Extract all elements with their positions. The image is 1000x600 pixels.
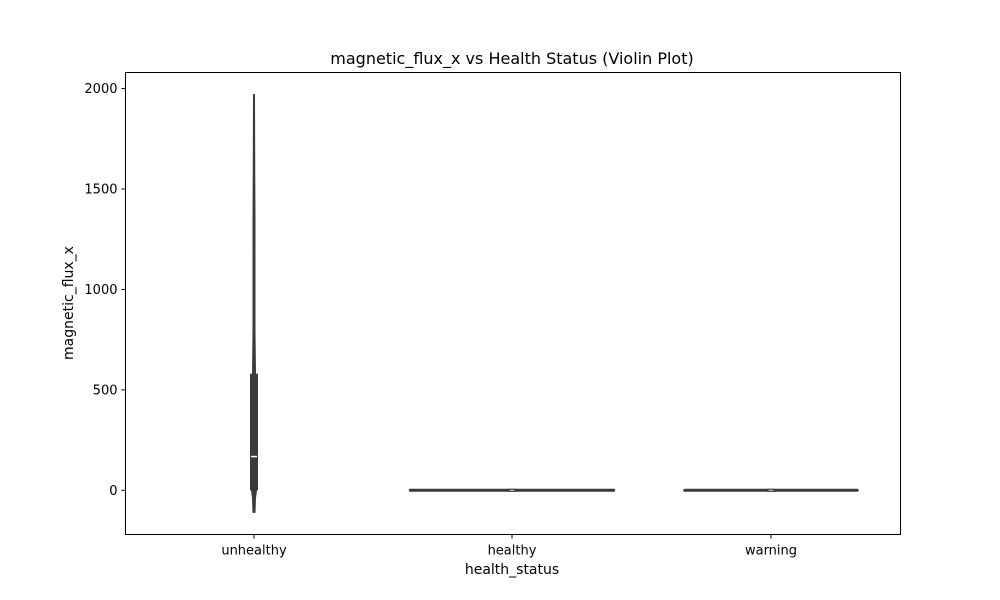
y-tick-label: 2000 — [84, 82, 117, 97]
x-tick-label-unhealthy: unhealthy — [221, 544, 287, 559]
violins — [250, 94, 859, 513]
violin-warning — [683, 488, 859, 492]
plot-frame — [125, 72, 901, 535]
chart-title: magnetic_flux_x vs Health Status (Violin… — [330, 49, 693, 69]
y-tick-label: 1000 — [84, 283, 117, 298]
x-axis-label: health_status — [465, 562, 559, 578]
y-tick-label: 1500 — [84, 183, 117, 198]
plot-area — [125, 72, 901, 535]
violin-iqr-box — [250, 373, 258, 491]
y-tick-label: 0 — [109, 484, 117, 499]
violin-healthy — [408, 488, 616, 492]
violin-unhealthy — [250, 94, 258, 513]
x-axis: unhealthy healthy warning — [221, 534, 797, 559]
y-tick-label: 500 — [93, 383, 118, 398]
x-tick-label-healthy: healthy — [488, 544, 537, 559]
y-axis: 0 500 1000 1500 2000 — [84, 82, 126, 499]
x-tick-label-warning: warning — [745, 544, 797, 559]
y-axis-label: magnetic_flux_x — [61, 246, 77, 360]
